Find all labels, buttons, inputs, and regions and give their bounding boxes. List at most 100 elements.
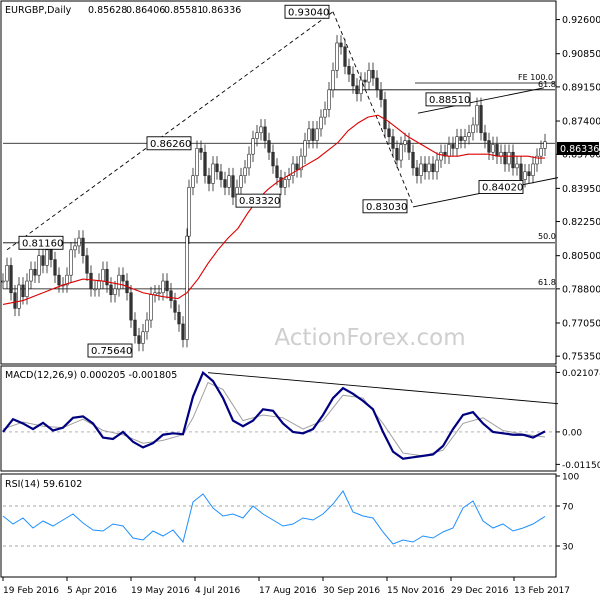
price-candle: [77, 237, 81, 247]
x-tick-label: 5 Apr 2016: [67, 586, 117, 596]
price-candle: [275, 165, 279, 178]
rsi-y-tick-label: 70: [562, 503, 574, 513]
price-candle: [181, 323, 185, 340]
x-tick-label: 19 May 2016: [131, 586, 190, 596]
price-candle: [231, 175, 235, 198]
price-candle: [9, 265, 13, 294]
price-candle: [423, 163, 427, 173]
price-trend-line: [6, 11, 334, 251]
price-candle: [37, 255, 41, 276]
price-candle: [483, 132, 487, 141]
price-candle: [137, 335, 141, 344]
price-candle: [41, 255, 45, 266]
price-candle: [411, 151, 415, 169]
price-candle: [215, 163, 219, 173]
price-candle: [391, 136, 395, 149]
price-candle: [33, 269, 37, 276]
price-candle: [371, 69, 375, 79]
price-candle: [351, 73, 355, 87]
price-candle: [431, 163, 435, 173]
price-candle: [199, 148, 203, 153]
price-candle: [239, 175, 243, 188]
price-candle: [113, 288, 117, 296]
price-candle: [335, 42, 339, 71]
price-candle: [65, 274, 69, 286]
price-candle: [515, 163, 519, 169]
price-candle: [507, 151, 511, 165]
price-candle: [443, 151, 447, 157]
macd-y-tick-label: 0.021074: [562, 369, 600, 379]
price-candle: [85, 255, 89, 274]
macd-series: [2, 370, 559, 460]
price-candle: [243, 167, 247, 176]
price-label-text: 0.88510: [429, 95, 470, 106]
price-candle: [447, 144, 451, 157]
price-candle: [219, 171, 223, 180]
rsi-line: [2, 490, 546, 545]
price-candle: [535, 155, 539, 165]
price-candle: [299, 155, 303, 171]
price-candle: [471, 124, 475, 134]
price-candle: [399, 144, 403, 161]
price-label-box: [87, 343, 133, 358]
price-candle: [427, 163, 431, 173]
price-candle: [463, 136, 467, 141]
macd-trend-line: [207, 372, 559, 405]
price-candle: [207, 175, 211, 184]
price-candle: [211, 163, 215, 184]
fib-label: 61.8: [538, 278, 556, 287]
price-candle: [73, 245, 77, 251]
price-candle: [267, 140, 271, 153]
price-candle: [121, 274, 125, 282]
price-candle: [5, 265, 9, 282]
price-candle: [129, 292, 133, 321]
price-candle: [415, 167, 419, 176]
price-candle: [165, 280, 169, 292]
price-label-text: 0.81160: [22, 238, 63, 249]
macd-y-tick-label: -0.011507: [562, 461, 600, 471]
ohlc-close: 0.86336: [202, 5, 241, 16]
ohlc-low: 0.85581: [164, 5, 203, 16]
price-candle: [259, 126, 263, 134]
rsi-y-tick-label: 100: [562, 473, 579, 483]
price-candle: [479, 105, 483, 134]
price-candle: [451, 144, 455, 149]
price-label-box: [284, 4, 330, 19]
price-candle: [531, 163, 535, 176]
price-candle: [503, 151, 507, 165]
rsi-title: RSI(14) 59.6102: [5, 479, 82, 490]
price-candle: [383, 99, 387, 130]
price-candle: [57, 274, 61, 286]
price-candle: [53, 259, 57, 276]
price-candle: [141, 331, 145, 344]
price-candle: [307, 128, 311, 141]
price-candle: [21, 284, 25, 297]
price-label-box: [362, 199, 408, 214]
price-label-box: [235, 193, 281, 208]
price-y-tick-label: 0.80500: [562, 251, 600, 262]
price-candle: [1, 280, 5, 283]
price-candle: [303, 140, 307, 157]
price-label-text: 0.84020: [482, 182, 523, 193]
price-candle: [263, 126, 267, 141]
price-candle: [191, 175, 195, 188]
price-candle: [327, 89, 331, 110]
price-candle: [93, 288, 97, 291]
fib-label: 61.8: [538, 80, 556, 89]
price-candle: [105, 269, 109, 286]
price-candle: [459, 136, 463, 141]
price-label-box: [478, 180, 524, 194]
price-label-text: 0.75640: [91, 346, 132, 357]
last-price-tag: [557, 142, 599, 155]
price-y-tick-label: 0.89150: [562, 82, 600, 93]
price-candle: [17, 284, 21, 309]
price-candle: [495, 144, 499, 157]
price-candle: [177, 311, 181, 325]
price-label-box: [425, 92, 471, 107]
price-candle: [279, 177, 283, 188]
price-candle: [291, 163, 295, 176]
price-candle: [69, 249, 73, 276]
price-candle: [287, 175, 291, 180]
macd-title: MACD(12,26,9) 0.000205 -0.001805: [5, 370, 177, 381]
